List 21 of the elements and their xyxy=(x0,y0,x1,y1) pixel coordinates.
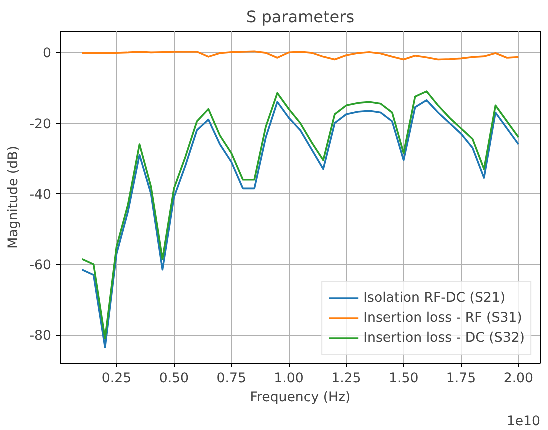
text: 1e10 xyxy=(506,414,540,430)
y-axis-title: Magnitude (dB) xyxy=(6,146,22,249)
y-tick-label: -20 xyxy=(30,117,52,132)
x-tick-label: 1.00 xyxy=(274,372,304,386)
x-axis-title: Frequency (Hz) xyxy=(250,390,351,406)
x-tick-label: 2.00 xyxy=(504,372,534,386)
legend-label: Insertion loss - DC (S32) xyxy=(364,330,525,346)
y-tick-label: -80 xyxy=(30,329,52,344)
x-tick-label: 0.50 xyxy=(159,372,190,386)
x-tick-label: 1.50 xyxy=(389,372,419,386)
x-tick-label: 0.25 xyxy=(102,372,132,386)
line-series xyxy=(81,50,520,61)
chart-title: S parameters xyxy=(246,8,355,26)
legend-label: Insertion loss - RF (S31) xyxy=(364,310,522,326)
x-tick-label: 0.75 xyxy=(216,372,246,386)
x-tick-label: 1.25 xyxy=(332,372,362,386)
y-tick-label: -60 xyxy=(30,258,52,274)
x-tick-label: 1.75 xyxy=(446,372,476,386)
y-tick-label: 0 xyxy=(43,46,52,62)
legend-label: Isolation RF-DC (S21) xyxy=(364,290,506,306)
y-tick-label: -40 xyxy=(30,188,52,203)
